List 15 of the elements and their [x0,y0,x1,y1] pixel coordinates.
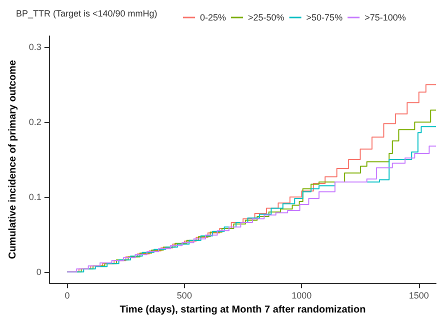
x-tick-label: 1500 [408,290,429,301]
x-axis-title: Time (days), starting at Month 7 after randomization [120,304,366,316]
x-tick-label: 0 [64,290,70,301]
legend-title: BP_TTR (Target is <140/90 mmHg) [16,8,158,18]
legend-label: >25-50% [248,12,284,22]
legend-label: 0-25% [200,12,226,22]
y-tick-label: 0.3 [28,42,42,52]
y-tick-label: 0.2 [28,117,42,128]
x-tick-label: 500 [176,290,192,301]
legend-label: >50-75% [306,12,343,22]
y-axis-title: Cumulative incidence of primary outcome [8,60,18,260]
y-tick-label: 0 [36,266,42,277]
legend-label: >75-100% [364,12,406,22]
y-tick-label: 0.1 [28,192,42,202]
x-tick-label: 1000 [292,290,312,301]
